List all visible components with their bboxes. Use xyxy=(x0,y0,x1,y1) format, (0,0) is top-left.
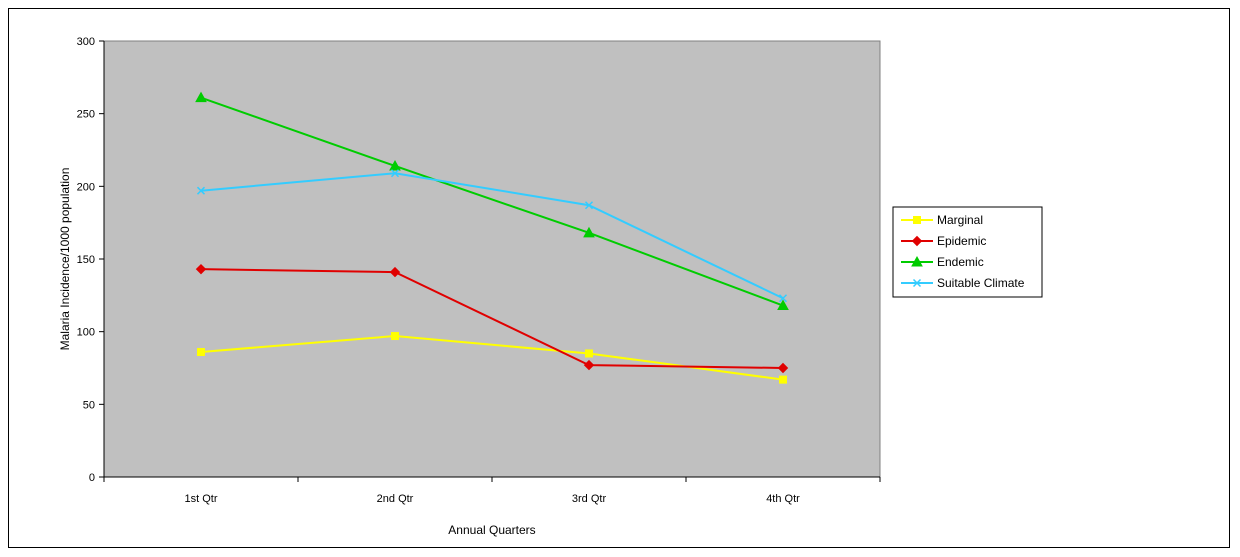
x-marker-stroke xyxy=(912,278,922,288)
legend-swatch-marker xyxy=(913,216,921,224)
y-tick-label: 150 xyxy=(77,254,95,266)
legend-item-endemic: Endemic xyxy=(901,255,984,269)
legend-item-marginal: Marginal xyxy=(901,213,983,227)
x-tick-label: 3rd Qtr xyxy=(572,493,607,505)
y-tick-label: 100 xyxy=(77,327,95,339)
data-point-suitable-climate xyxy=(196,186,206,195)
plot-background xyxy=(103,40,881,478)
legend-label: Suitable Climate xyxy=(937,276,1025,290)
y-tick-label: 300 xyxy=(77,36,95,48)
data-point-endemic xyxy=(195,91,207,103)
series-epidemic xyxy=(195,263,789,374)
legend: Marginal Epidemic Endemic Suitable Climate xyxy=(892,206,1043,298)
x-tick-label: 4th Qtr xyxy=(766,493,800,505)
x-marker-stroke xyxy=(196,186,206,195)
x-tick-label: 1st Qtr xyxy=(184,493,217,505)
legend-swatch-marker xyxy=(911,235,923,247)
data-point-suitable-climate xyxy=(390,169,400,178)
legend-item-suitable-climate: Suitable Climate xyxy=(901,276,1025,290)
data-point-endemic xyxy=(389,159,401,171)
data-point-epidemic xyxy=(583,359,595,371)
legend-swatch-marker xyxy=(911,255,923,267)
series-endemic xyxy=(195,91,789,311)
axes: 0 50 100 150 200 250 300 1st Qtr 2nd Qtr 3rd Qtr 4… xyxy=(77,36,881,505)
y-tick-label: 50 xyxy=(83,399,95,411)
data-point-marginal xyxy=(197,348,205,357)
series-suitable-climate xyxy=(196,169,788,303)
legend-item-epidemic: Epidemic xyxy=(901,234,986,248)
series-line-endemic xyxy=(200,96,784,307)
data-point-epidemic xyxy=(195,263,207,275)
data-point-endemic xyxy=(777,299,789,311)
data-point-marginal xyxy=(585,349,593,358)
x-tick-label: 2nd Qtr xyxy=(377,493,414,505)
data-point-suitable-climate xyxy=(778,294,788,303)
x-marker-stroke xyxy=(778,294,788,303)
x-axis-title: Annual Quarters xyxy=(448,523,535,537)
y-tick-label: 200 xyxy=(77,181,95,193)
legend-swatch-marker xyxy=(912,278,922,288)
data-point-epidemic xyxy=(389,266,401,278)
legend-label: Marginal xyxy=(937,213,983,227)
plot-area xyxy=(103,40,881,478)
y-tick-label: 0 xyxy=(89,472,95,484)
data-point-endemic xyxy=(583,226,595,238)
data-point-marginal xyxy=(391,332,399,341)
series-group xyxy=(195,91,789,384)
y-axis-title: Malaria Incidence/1000 population xyxy=(58,168,72,351)
legend-label: Endemic xyxy=(937,255,984,269)
y-tick-label: 250 xyxy=(77,109,95,121)
legend-label: Epidemic xyxy=(937,234,986,248)
series-line-suitable-climate xyxy=(200,172,784,300)
x-marker-stroke xyxy=(584,201,594,210)
x-marker-stroke xyxy=(390,169,400,178)
data-point-suitable-climate xyxy=(584,201,594,210)
data-point-epidemic xyxy=(777,362,789,374)
series-line-epidemic xyxy=(200,268,784,369)
data-point-marginal xyxy=(779,375,787,384)
